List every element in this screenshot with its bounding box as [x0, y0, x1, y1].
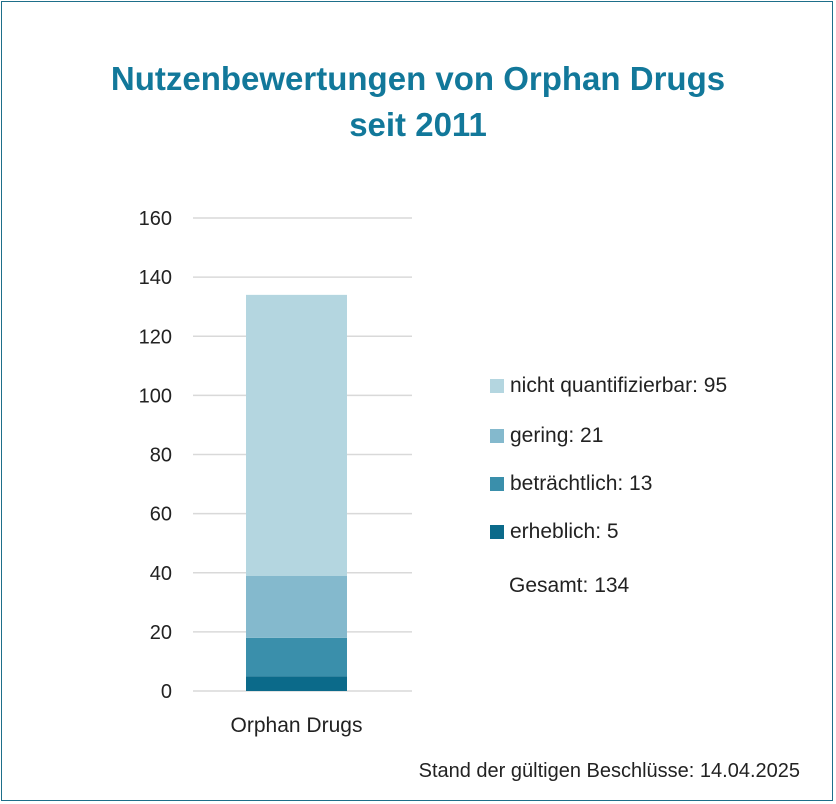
bar-segment-gering	[246, 575, 347, 638]
bar-segment-erheblich	[246, 676, 347, 691]
legend-label: nicht quantifizierbar: 95	[510, 374, 728, 397]
y-tick-label: 160	[139, 208, 172, 230]
legend-swatch-gering	[490, 429, 504, 443]
y-tick-label: 140	[139, 267, 172, 289]
legend-swatch-betraechtlich	[490, 477, 504, 491]
chart-title-block: Nutzenbewertungen von Orphan Drugs seit …	[0, 56, 836, 148]
footnote: Stand der gültigen Beschlüsse: 14.04.202…	[418, 760, 800, 782]
bar-segment-nicht-quantifizierbar	[246, 294, 347, 576]
total-label: Gesamt: 134	[509, 574, 630, 597]
legend-label: erheblich: 5	[510, 520, 619, 543]
y-tick-label: 20	[150, 622, 172, 644]
legend-swatch-erheblich	[490, 525, 504, 539]
chart-title: Nutzenbewertungen von Orphan Drugs	[110, 60, 726, 97]
x-category-label: Orphan Drugs	[231, 714, 363, 737]
y-tick-label: 120	[139, 326, 172, 348]
chart-subtitle: seit 2011	[349, 106, 487, 143]
legend-swatch-nicht-quantifizierbar	[490, 379, 504, 393]
legend-label: beträchtlich: 13	[510, 472, 653, 495]
bar-segment-betraechtlich	[246, 637, 347, 677]
y-tick-label: 60	[150, 504, 172, 526]
y-tick-label: 100	[139, 385, 172, 407]
y-tick-label: 80	[150, 445, 172, 467]
legend-label: gering: 21	[510, 424, 604, 447]
y-tick-label: 0	[161, 681, 172, 703]
y-tick-label: 40	[150, 563, 172, 585]
